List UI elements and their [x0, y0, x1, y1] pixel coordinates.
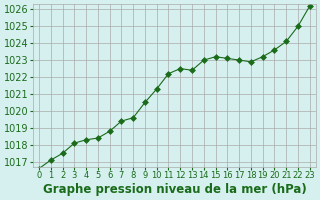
X-axis label: Graphe pression niveau de la mer (hPa): Graphe pression niveau de la mer (hPa): [43, 183, 306, 196]
